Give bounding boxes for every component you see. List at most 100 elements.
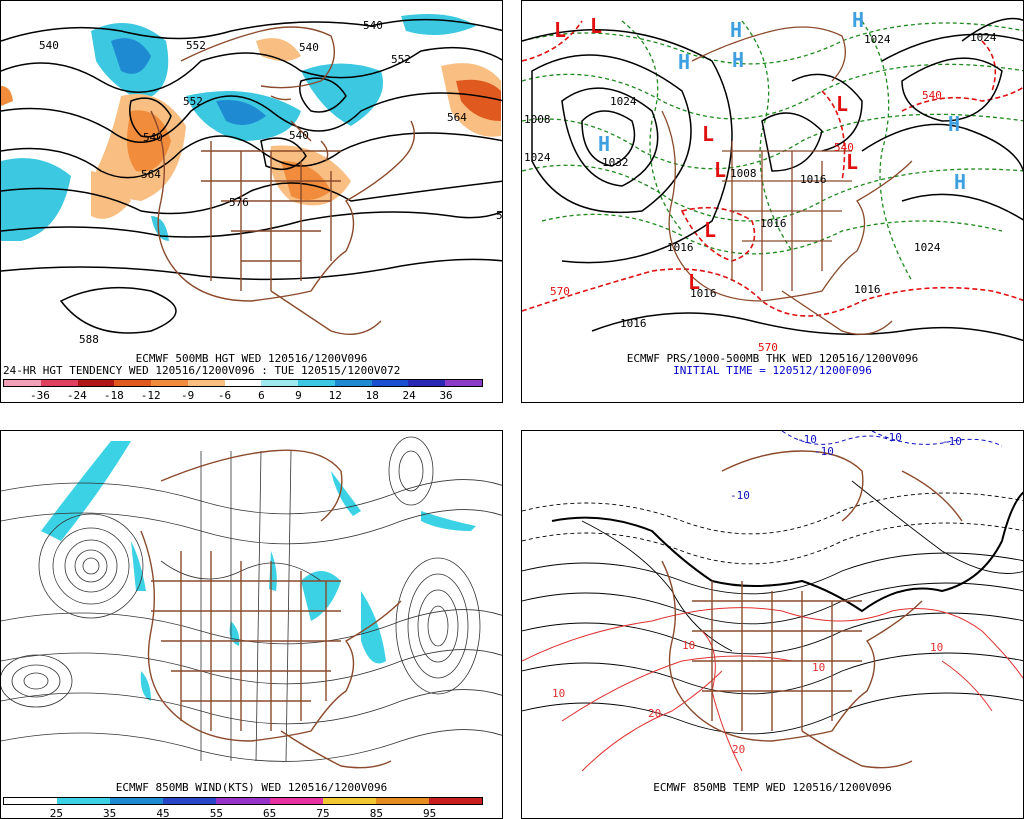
caption-initial-time: INITIAL TIME = 120512/1200F096 bbox=[673, 364, 872, 377]
thickness-label: 540 bbox=[834, 141, 854, 154]
pressure-contours bbox=[522, 17, 1023, 342]
tendency-positive-area bbox=[91, 171, 131, 219]
legend-tick-label: 9 bbox=[295, 389, 302, 402]
tendency-color-legend bbox=[3, 379, 483, 387]
warm-temperature-contours bbox=[522, 607, 1023, 772]
low-pressure-symbol: L bbox=[836, 92, 848, 116]
wind-speed-area bbox=[41, 441, 131, 541]
map-850mb-wind bbox=[1, 436, 502, 769]
wind-speed-area bbox=[361, 591, 386, 664]
legend-color-swatch bbox=[114, 380, 152, 386]
thickness-contours-warm bbox=[522, 20, 1023, 317]
tendency-negative-area bbox=[216, 100, 266, 125]
caption-pressure-thickness: ECMWF PRS/1000-500MB THK WED 120516/1200… bbox=[626, 352, 919, 365]
pressure-label: 1024 bbox=[524, 151, 551, 164]
panel-850mb-wind: ECMWF 850MB WIND(KTS) WED 120516/1200V09… bbox=[0, 430, 503, 819]
legend-color-swatch bbox=[334, 380, 372, 386]
contour-label: 552 bbox=[183, 95, 203, 108]
legend-color-swatch bbox=[269, 798, 323, 804]
map-pressure-thickness: 1024 1024 1024 1008 1024 1032 1016 1016 … bbox=[522, 8, 1023, 351]
temperature-label: 10 bbox=[930, 641, 943, 654]
height-tendency-shading bbox=[1, 13, 501, 241]
caption-500mb-height: ECMWF 500MB HGT WED 120516/1200V096 bbox=[135, 352, 368, 365]
legend-color-swatch bbox=[40, 380, 78, 386]
legend-color-swatch bbox=[57, 798, 111, 804]
contour-label: 564 bbox=[447, 111, 467, 124]
pressure-label: 1008 bbox=[524, 113, 551, 126]
legend-tick-label: -6 bbox=[217, 389, 232, 402]
panel-500mb-height: 540 552 540 540 552 552 540 564 540 576 … bbox=[0, 0, 503, 403]
legend-tick-label: 6 bbox=[258, 389, 265, 402]
thickness-labels: 570 540 540 570 bbox=[550, 89, 942, 351]
high-pressure-symbol: H bbox=[948, 112, 960, 136]
pressure-label: 1024 bbox=[864, 33, 891, 46]
wind-speed-area bbox=[140, 671, 151, 701]
contour-label: 540 bbox=[299, 41, 319, 54]
pressure-label: 1016 bbox=[690, 287, 717, 300]
legend-color-swatch bbox=[261, 380, 299, 386]
high-pressure-symbol: H bbox=[730, 18, 742, 42]
high-pressure-symbol: H bbox=[954, 170, 966, 194]
coastlines bbox=[140, 449, 402, 769]
low-pressure-symbol: L bbox=[846, 150, 858, 174]
tendency-positive-area bbox=[456, 79, 501, 121]
thickness-label: 570 bbox=[550, 285, 570, 298]
contour-label: 540 bbox=[289, 129, 309, 142]
pressure-label: 1024 bbox=[610, 95, 637, 108]
panel-pressure-thickness: 1024 1024 1024 1008 1024 1032 1016 1016 … bbox=[521, 0, 1024, 403]
thickness-label: 570 bbox=[758, 341, 778, 351]
pressure-label: 1016 bbox=[760, 217, 787, 230]
legend-color-swatch bbox=[4, 798, 58, 804]
wind-speed-area bbox=[301, 571, 341, 621]
tendency-negative-area bbox=[401, 13, 476, 35]
low-pressure-markers: L L L L L L L L bbox=[554, 14, 858, 294]
legend-tick-label: 65 bbox=[263, 807, 277, 819]
legend-tick-label: 35 bbox=[103, 807, 117, 819]
temperature-label: 20 bbox=[648, 707, 661, 720]
high-pressure-symbol: H bbox=[732, 48, 744, 72]
contour-label: 5 bbox=[496, 209, 503, 222]
high-pressure-symbol: H bbox=[678, 50, 690, 74]
legend-color-swatch bbox=[187, 380, 225, 386]
legend-tick-label: 85 bbox=[369, 807, 383, 819]
legend-tick-label: -24 bbox=[66, 389, 87, 402]
pressure-label: 1016 bbox=[620, 317, 647, 330]
tendency-positive-area bbox=[256, 38, 301, 61]
temperature-label: -10 bbox=[882, 431, 902, 444]
contour-label: 552 bbox=[391, 53, 411, 66]
legend-tick-label: 55 bbox=[209, 807, 223, 819]
high-pressure-markers: H H H H H H H bbox=[598, 8, 966, 194]
legend-color-swatch bbox=[4, 380, 41, 386]
caption-850mb-wind: ECMWF 850MB WIND(KTS) WED 120516/1200V09… bbox=[115, 781, 388, 794]
contour-label: 540 bbox=[363, 19, 383, 32]
low-pressure-symbol: L bbox=[714, 158, 726, 182]
legend-color-swatch bbox=[322, 798, 376, 804]
legend-color-swatch bbox=[298, 380, 335, 386]
tendency-positive-area bbox=[1, 86, 13, 106]
panel-850mb-temp: -10 -10 -10 -10 -10 10 10 10 10 20 20 EC… bbox=[521, 430, 1024, 819]
legend-color-swatch bbox=[408, 380, 446, 386]
caption-850mb-temp: ECMWF 850MB TEMP WED 120516/1200V096 bbox=[653, 781, 892, 794]
map-850mb-temp: -10 -10 -10 -10 -10 10 10 10 10 20 20 bbox=[522, 431, 1023, 772]
legend-color-swatch bbox=[375, 798, 429, 804]
legend-tick-label: 24 bbox=[402, 389, 416, 402]
wind-speed-area bbox=[331, 471, 361, 516]
temperature-label: 10 bbox=[552, 687, 565, 700]
tendency-negative-area bbox=[301, 63, 383, 126]
coastlines bbox=[150, 26, 415, 335]
legend-color-swatch bbox=[110, 798, 164, 804]
freezing-line bbox=[551, 491, 1023, 613]
temperature-contours bbox=[522, 480, 1023, 735]
pressure-label: 1024 bbox=[914, 241, 941, 254]
low-pressure-symbol: L bbox=[702, 122, 714, 146]
map-500mb-height: 540 552 540 540 552 552 540 564 540 576 … bbox=[1, 13, 503, 346]
legend-tick-label: 95 bbox=[423, 807, 437, 819]
coastlines bbox=[661, 450, 963, 769]
low-pressure-symbol: L bbox=[590, 14, 602, 38]
legend-tick-label: -18 bbox=[103, 389, 124, 402]
tendency-negative-area bbox=[151, 216, 169, 241]
low-pressure-symbol: L bbox=[688, 270, 700, 294]
pressure-label: 1016 bbox=[854, 283, 881, 296]
contour-label: 576 bbox=[229, 196, 249, 209]
legend-color-swatch bbox=[151, 380, 188, 386]
